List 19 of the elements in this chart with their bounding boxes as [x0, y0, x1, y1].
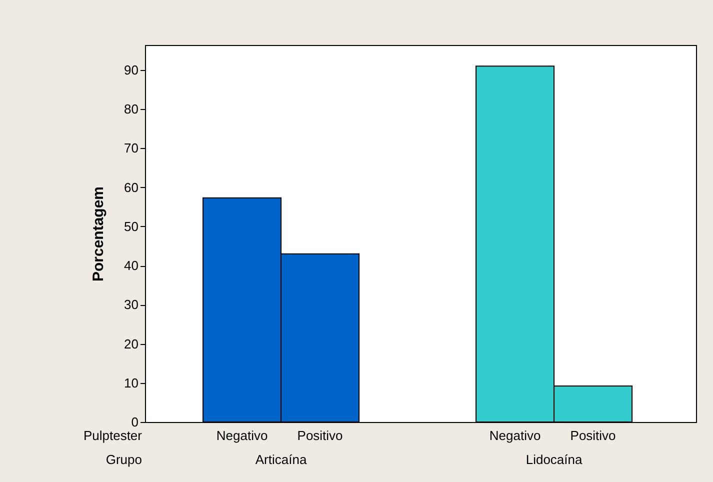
- x-tick-label: Positivo: [570, 428, 616, 443]
- text: Articaína: [255, 452, 308, 467]
- text: Lidocaína: [526, 452, 583, 467]
- text: Pulptester: [83, 428, 143, 443]
- text: Grupo: [106, 452, 142, 467]
- y-tick-label: 80: [124, 102, 138, 117]
- y-tick-label: 40: [124, 258, 138, 274]
- y-tick-label: 90: [124, 62, 138, 78]
- x-tick-label: Negativo: [489, 428, 541, 443]
- y-tick-label: 50: [124, 218, 138, 234]
- x-tick-label: Negativo: [216, 428, 268, 443]
- y-tick-label: 10: [124, 375, 138, 390]
- y-axis-title: Porcentagem: [90, 186, 108, 282]
- x-tick-label: Positivo: [297, 428, 343, 443]
- y-tick-label: 0: [131, 414, 138, 430]
- y-tick-label: 70: [124, 140, 138, 156]
- y-tick-label: 20: [124, 336, 138, 352]
- y-tick-label: 30: [124, 297, 138, 312]
- y-tick-label: 60: [124, 180, 138, 195]
